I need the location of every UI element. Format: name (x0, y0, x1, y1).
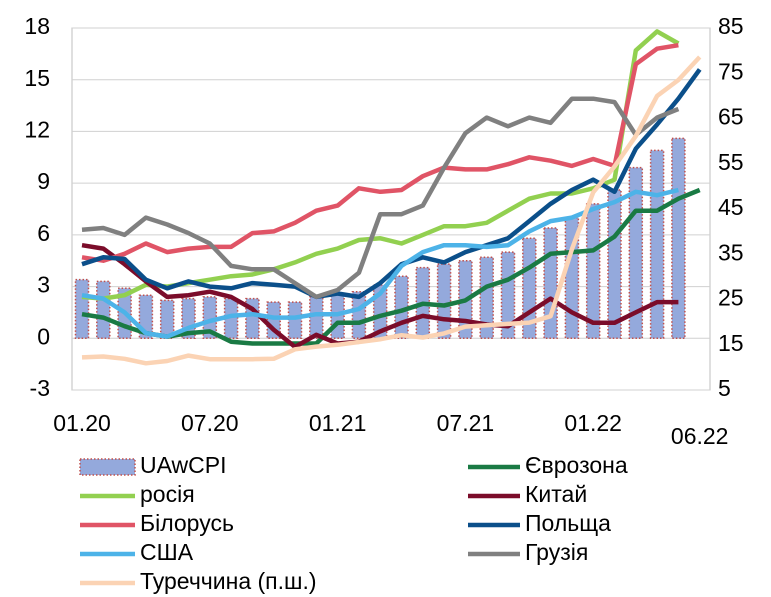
y2-tick-label: 45 (718, 194, 744, 220)
y2-tick-label: 15 (718, 330, 744, 356)
bar (436, 263, 452, 340)
bar (649, 149, 665, 340)
bar (479, 256, 494, 340)
line-series (81, 187, 679, 339)
x-tick-label: 07.21 (437, 410, 495, 436)
x-tick-label: 01.22 (564, 410, 622, 436)
bar (671, 137, 686, 340)
line-series (81, 42, 679, 263)
legend-label: Китай (525, 481, 587, 507)
line-series (81, 96, 680, 300)
y2-tick-label: 5 (718, 375, 731, 401)
bar (202, 296, 218, 340)
y2-tick-label: 75 (718, 58, 744, 84)
legend-label: США (140, 539, 194, 565)
y-tick-label: 9 (37, 168, 50, 194)
y2-tick-label: 55 (718, 149, 744, 175)
legend-label: Грузія (525, 539, 588, 565)
legend-label: UAwCPI (140, 452, 227, 478)
y2-tick-label: 65 (718, 104, 744, 130)
x-tick-label: 01.21 (309, 410, 367, 436)
y2-tick-label: 35 (718, 239, 744, 265)
legend-label: росія (140, 481, 195, 507)
legend-label: Туреччина (п.ш.) (140, 568, 317, 594)
legend-label: Єврозона (525, 452, 628, 478)
bar (585, 203, 601, 340)
line-series (81, 68, 702, 300)
legend-label: Польща (525, 510, 611, 536)
legend-swatch (79, 458, 136, 476)
y-tick-label: 18 (24, 13, 50, 39)
y-tick-label: 12 (24, 117, 50, 143)
x-tick-label: 06.22 (671, 423, 729, 449)
y2-tick-label: 25 (718, 285, 744, 311)
y-tick-label: 6 (37, 220, 50, 246)
x-tick-label: 01.20 (53, 410, 111, 436)
bar (96, 280, 111, 340)
bar (500, 251, 516, 340)
y-tick-label: 15 (24, 65, 50, 91)
legend-label: Білорусь (140, 510, 234, 536)
line-series (81, 187, 701, 346)
y-tick-label: -3 (30, 375, 50, 401)
x-tick-label: 07.20 (181, 410, 239, 436)
bar (351, 290, 367, 340)
y-tick-label: 3 (37, 272, 50, 298)
line-series (81, 55, 702, 366)
line-series (81, 242, 679, 350)
bar (607, 189, 622, 340)
y-tick-label: 0 (37, 323, 50, 349)
bar (74, 278, 90, 340)
bar (287, 301, 303, 340)
bar (309, 296, 324, 340)
bar (543, 227, 558, 340)
y2-tick-label: 85 (718, 13, 744, 39)
